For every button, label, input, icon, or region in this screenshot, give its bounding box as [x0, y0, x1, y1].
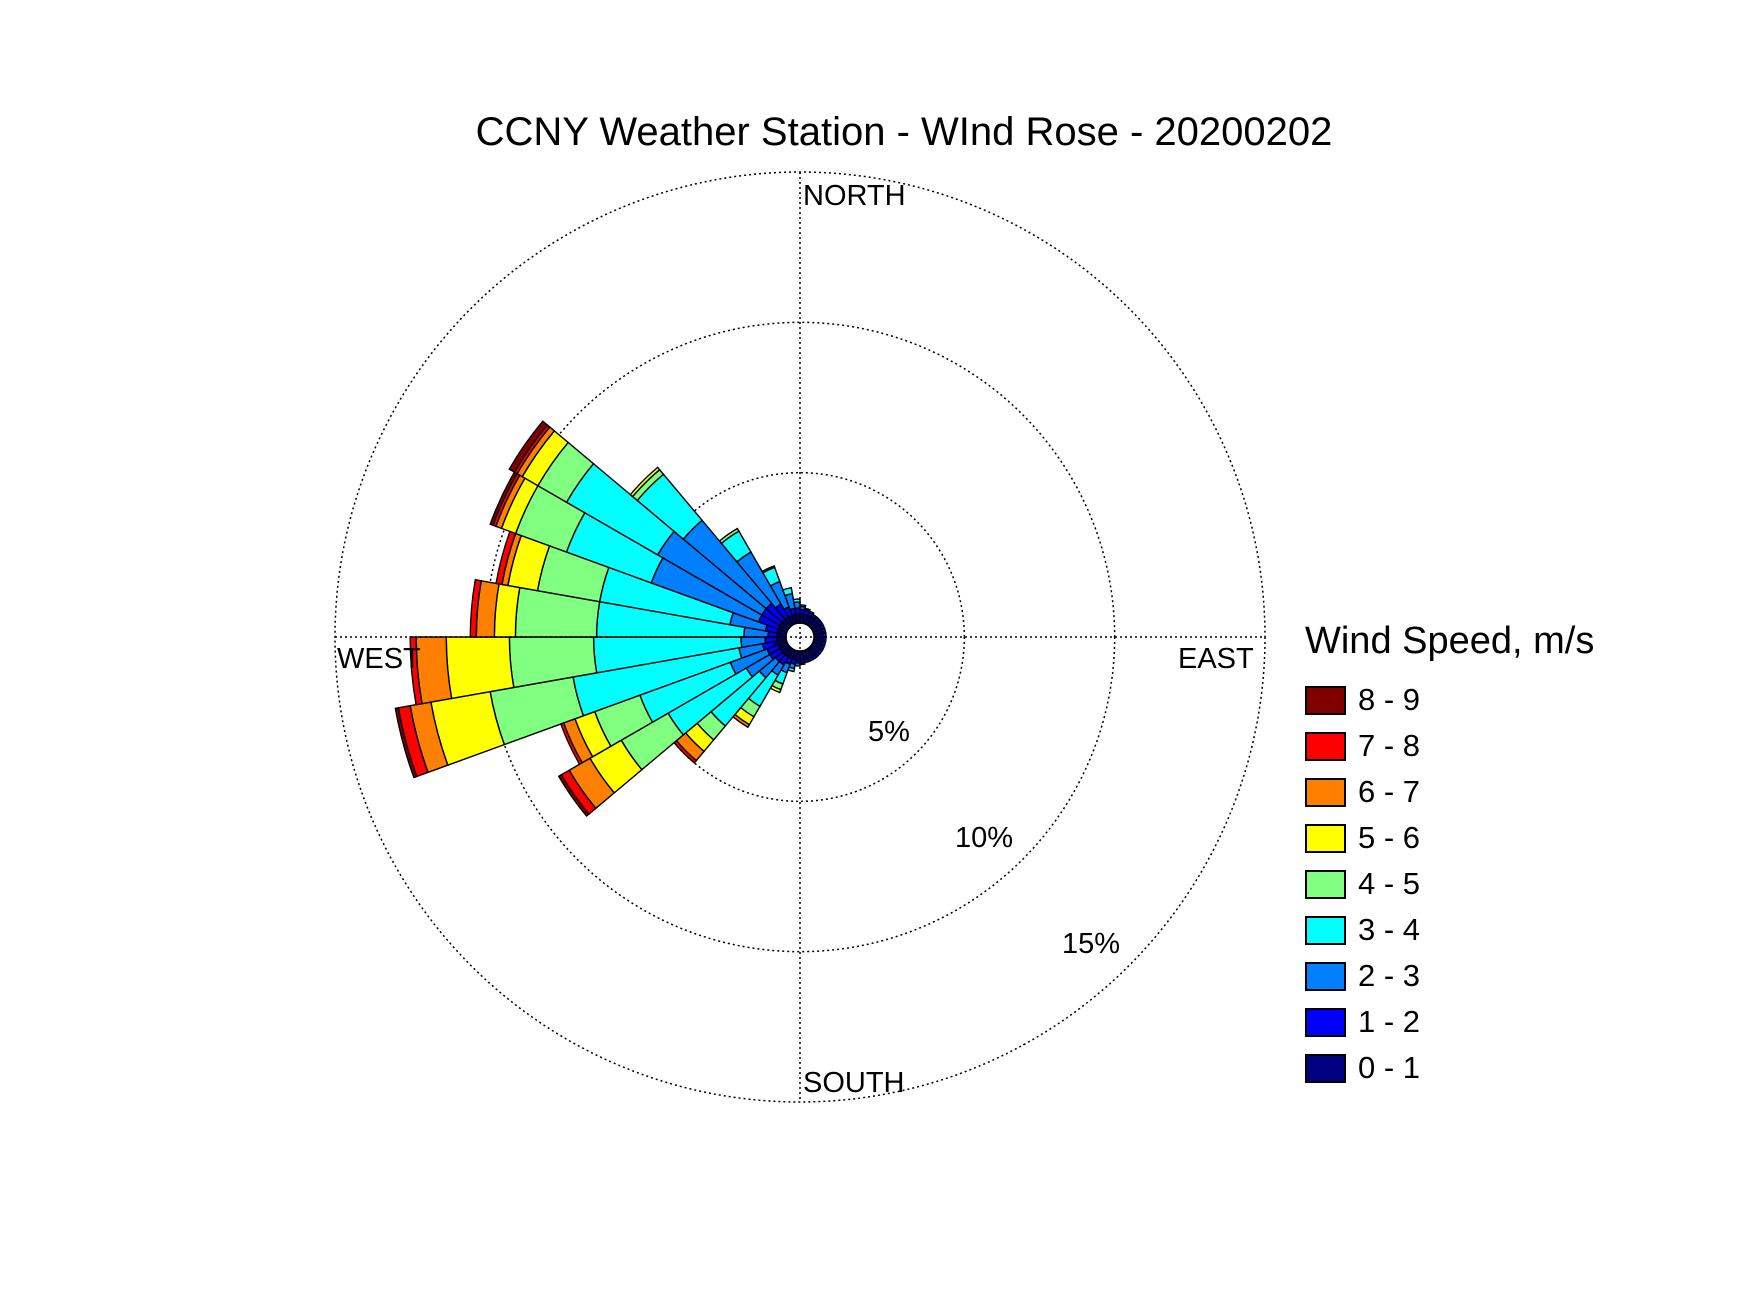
sector-segment: [808, 610, 815, 616]
legend-swatch: [1305, 823, 1346, 853]
sector-segment: [718, 527, 740, 545]
sector-segment: [799, 604, 807, 608]
legend-item: 7 - 8: [1305, 723, 1594, 769]
direction-label-south: SOUTH: [803, 1067, 905, 1099]
legend-item: 6 - 7: [1305, 769, 1594, 815]
legend-items: 8 - 9 7 - 8 6 - 7 5 - 6 4 - 5 3 - 4 2 - 3 1 - 2…: [1305, 677, 1594, 1091]
sector-segment: [781, 586, 794, 597]
sector-segment: [792, 598, 801, 604]
legend-swatch: [1305, 869, 1346, 899]
legend-label: 6 - 7: [1358, 774, 1421, 809]
chart-title: CCNY Weather Station - WInd Rose - 20200…: [475, 110, 1333, 154]
legend-swatch: [1305, 777, 1346, 807]
legend-label: 2 - 3: [1358, 958, 1421, 993]
legend-item: 1 - 2: [1305, 999, 1594, 1045]
grid-circle: [484, 321, 1116, 953]
direction-label-west: WEST: [337, 643, 421, 675]
legend-item: 4 - 5: [1305, 861, 1594, 907]
legend-label: 4 - 5: [1358, 866, 1421, 901]
radial-tick-label: 10%: [955, 822, 1014, 854]
radial-tick-label: 5%: [868, 716, 910, 748]
legend-label: 0 - 1: [1358, 1050, 1421, 1085]
sector-segment: [557, 773, 590, 818]
sector-segment: [394, 707, 418, 779]
legend-label: 3 - 4: [1358, 912, 1421, 947]
legend-item: 8 - 9: [1305, 677, 1594, 723]
legend-label: 7 - 8: [1358, 728, 1421, 763]
cross-axes: [335, 172, 1265, 1102]
wind-sectors: [394, 420, 827, 818]
legend-title: Wind Speed, m/s: [1305, 620, 1595, 662]
sector-segment: [559, 722, 584, 766]
legend: Wind Speed, m/s 8 - 9 7 - 8 6 - 7 5 - 6 4 - …: [1305, 620, 1594, 1091]
legend-label: 1 - 2: [1358, 1004, 1421, 1039]
sector-segment: [445, 636, 515, 700]
direction-label-north: NORTH: [803, 180, 906, 212]
sector-segment: [803, 607, 811, 613]
sector-segment: [508, 420, 549, 474]
direction-label-east: EAST: [1178, 643, 1254, 675]
sector-segment: [629, 466, 661, 498]
legend-item: 0 - 1: [1305, 1045, 1594, 1091]
sector-segment: [761, 565, 776, 574]
legend-item: 3 - 4: [1305, 907, 1594, 953]
legend-swatch: [1305, 685, 1346, 715]
legend-swatch: [1305, 1053, 1346, 1083]
legend-swatch: [1305, 731, 1346, 761]
legend-label: 5 - 6: [1358, 820, 1421, 855]
legend-item: 2 - 3: [1305, 953, 1594, 999]
sector-segment: [415, 636, 453, 705]
legend-item: 5 - 6: [1305, 815, 1594, 861]
sector-segment: [469, 578, 483, 638]
legend-swatch: [1305, 961, 1346, 991]
legend-label: 8 - 9: [1358, 682, 1421, 717]
radial-tick-label: 15%: [1062, 928, 1121, 960]
legend-swatch: [1305, 915, 1346, 945]
legend-swatch: [1305, 1007, 1346, 1037]
